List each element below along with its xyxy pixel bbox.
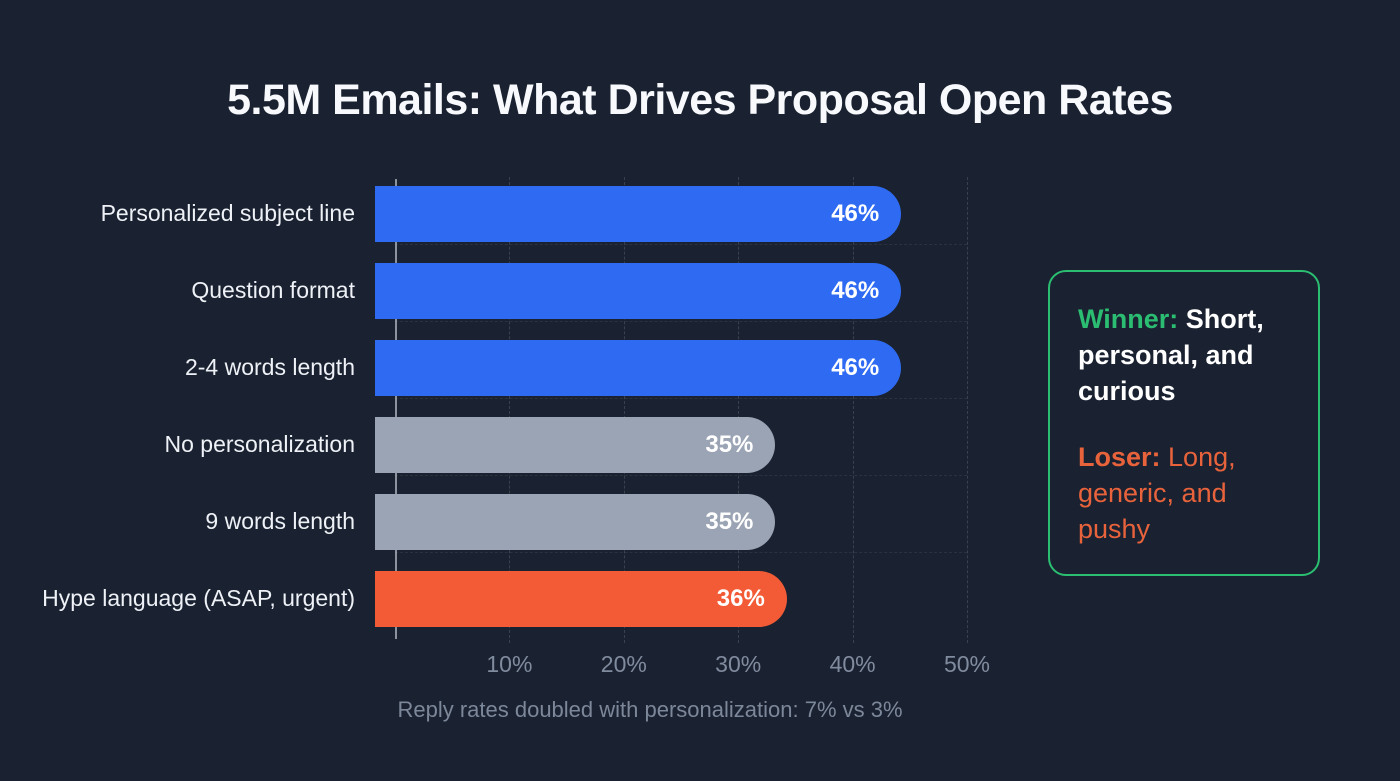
winner-loser-callout: Winner: Short, personal, and curious Los… (1048, 270, 1320, 576)
x-tick-label: 40% (829, 651, 876, 677)
chart-caption: Reply rates doubled with personalization… (397, 697, 903, 722)
chart-row: 2-4 words length 46% (0, 329, 990, 406)
bar-value-label: 46% (831, 199, 880, 227)
bar: 46% (375, 185, 902, 242)
category-label: 2-4 words length (184, 354, 355, 380)
bar-value-label: 36% (716, 584, 765, 612)
x-tick-label: 10% (486, 651, 533, 677)
loser-text: Loser: Long, generic, and pushy (1078, 440, 1290, 548)
x-tick-label: 20% (600, 651, 647, 677)
bar: 36% (375, 570, 787, 627)
category-label: 9 words length (205, 508, 355, 534)
bar-track: 35% (375, 493, 947, 550)
bar: 46% (375, 339, 902, 396)
chart-rows: Personalized subject line 46% Question for… (0, 175, 990, 637)
loser-body: Long, generic, and pushy (1078, 441, 1236, 544)
bar: 35% (375, 493, 776, 550)
chart-row: Question format 46% (0, 252, 990, 329)
x-tick-label: 30% (715, 651, 762, 677)
bar-track: 46% (375, 339, 947, 396)
chart-row: 9 words length 35% (0, 483, 990, 560)
category-label: Question format (191, 277, 355, 303)
chart-row: Personalized subject line 46% (0, 175, 990, 252)
bar-track: 46% (375, 262, 947, 319)
x-tick-label: 50% (943, 651, 991, 677)
bar-track: 36% (375, 570, 947, 627)
bar-value-label: 35% (705, 507, 754, 535)
category-label: No personalization (164, 431, 355, 457)
bar-value-label: 46% (831, 276, 880, 304)
chart-row: No personalization 35% (0, 406, 990, 483)
chart-row: Hype language (ASAP, urgent) 36% (0, 560, 990, 637)
bar-track: 35% (375, 416, 947, 473)
winner-label: Winner: (1078, 304, 1179, 334)
category-label: Hype language (ASAP, urgent) (42, 585, 355, 611)
chart-plot-area: Personalized subject line 46% Question for… (0, 175, 990, 643)
category-label: Personalized subject line (100, 200, 355, 226)
bar-value-label: 35% (705, 430, 754, 458)
winner-body: Short, personal, and curious (1078, 304, 1264, 406)
page-title: 5.5M Emails: What Drives Proposal Open R… (227, 76, 1173, 124)
winner-text: Winner: Short, personal, and curious (1078, 302, 1290, 410)
bar: 46% (375, 262, 902, 319)
bar: 35% (375, 416, 776, 473)
loser-label: Loser: (1078, 441, 1161, 472)
bar-chart: Personalized subject line 46% Question for… (0, 175, 990, 723)
bar-value-label: 46% (831, 353, 880, 381)
x-axis-ticks: 10% 20% 30% 40% 50% (395, 651, 990, 685)
bar-track: 46% (375, 185, 947, 242)
